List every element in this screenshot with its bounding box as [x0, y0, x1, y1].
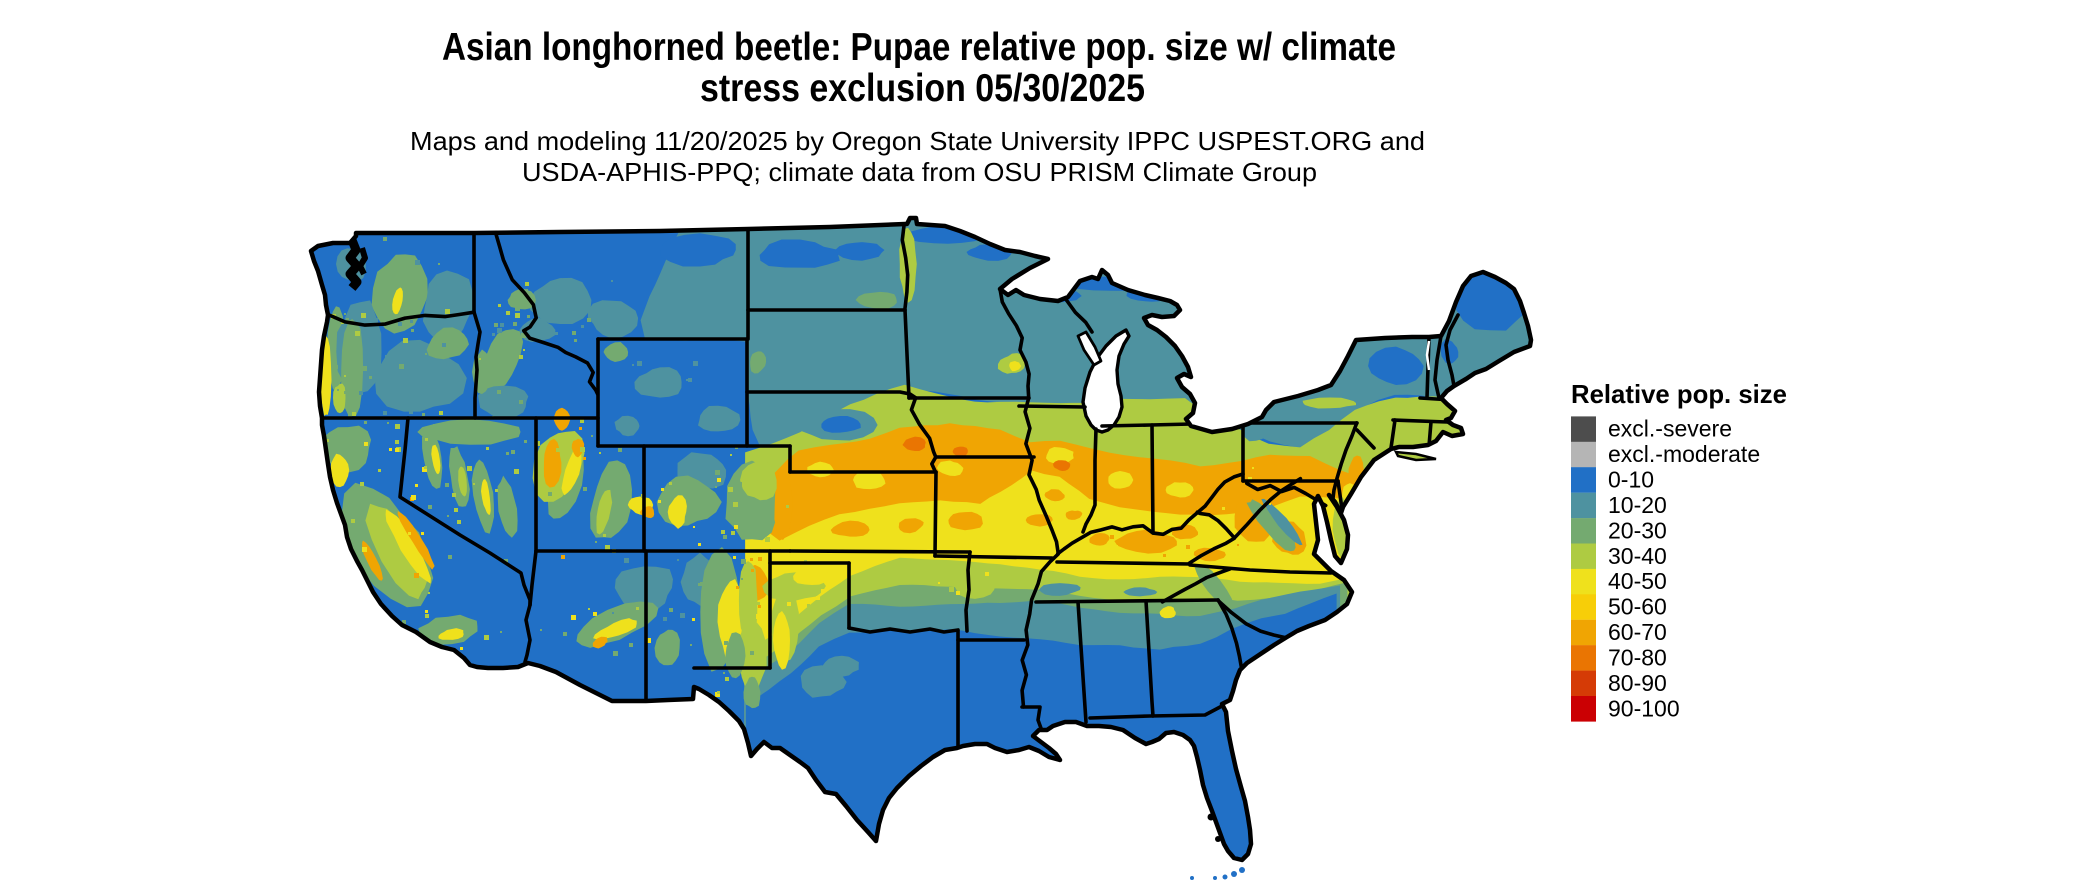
svg-text:0-10: 0-10	[1608, 467, 1654, 493]
svg-text:30-40: 30-40	[1608, 543, 1667, 569]
svg-text:excl.-moderate: excl.-moderate	[1608, 441, 1760, 467]
svg-text:60-70: 60-70	[1608, 619, 1667, 645]
svg-text:Relative pop. size: Relative pop. size	[1571, 379, 1787, 409]
svg-text:Maps and modeling 11/20/2025 b: Maps and modeling 11/20/2025 by Oregon S…	[410, 126, 1425, 156]
svg-text:stress exclusion 05/30/2025: stress exclusion 05/30/2025	[700, 67, 1145, 110]
svg-text:50-60: 50-60	[1608, 594, 1667, 620]
svg-text:10-20: 10-20	[1608, 492, 1667, 518]
svg-text:70-80: 70-80	[1608, 645, 1667, 671]
svg-text:Asian longhorned beetle: Pupae: Asian longhorned beetle: Pupae relative …	[442, 26, 1396, 69]
svg-text:90-100: 90-100	[1608, 695, 1680, 721]
svg-text:USDA-APHIS-PPQ; climate data f: USDA-APHIS-PPQ; climate data from OSU PR…	[522, 157, 1317, 187]
svg-text:excl.-severe: excl.-severe	[1608, 416, 1732, 442]
svg-text:80-90: 80-90	[1608, 670, 1667, 696]
svg-text:40-50: 40-50	[1608, 568, 1667, 594]
svg-text:20-30: 20-30	[1608, 517, 1667, 543]
